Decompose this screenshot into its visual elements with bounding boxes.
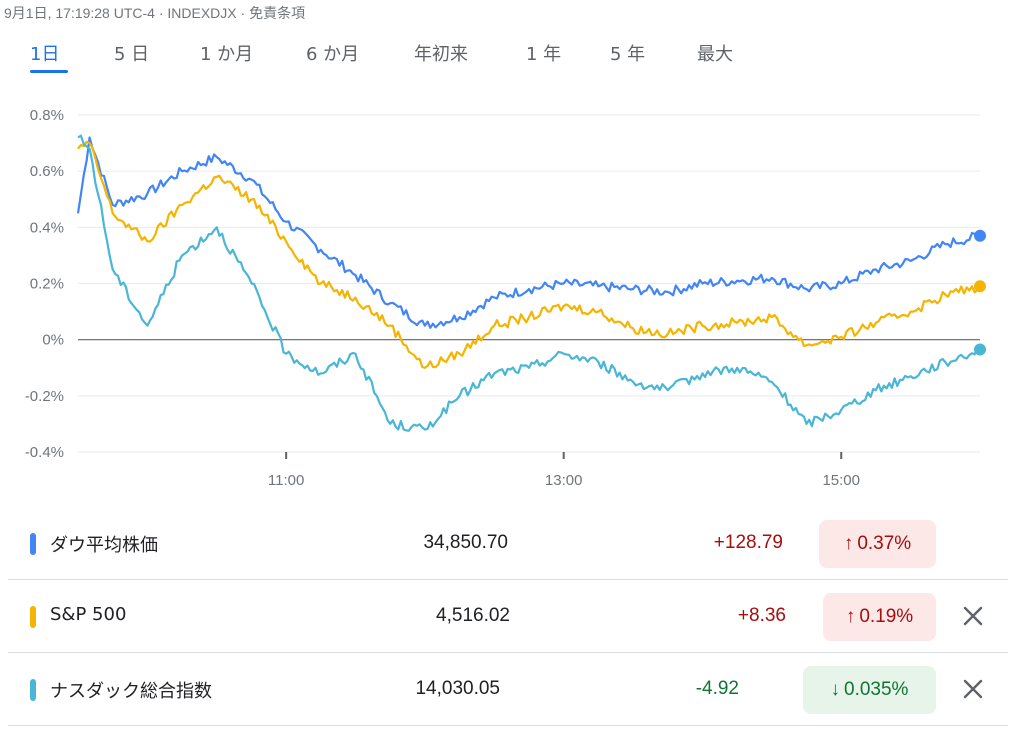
series-end-point-nasdaq: [974, 343, 986, 356]
chart-header-info: 9月1日, 17:19:28 UTC-4 · INDEXDJX · 免責条項: [4, 5, 306, 21]
series-line-dow-jones: [76, 136, 981, 329]
close-icon[interactable]: [958, 674, 988, 704]
tab-1-year[interactable]: 1 年: [526, 44, 562, 65]
index-name: ダウ平均株価: [50, 535, 158, 556]
row-divider: [8, 579, 1008, 580]
row-divider: [8, 725, 1008, 726]
index-row-dow-jones[interactable]: ダウ平均株価 34,850.70 +128.79 ↑ 0.37%: [8, 508, 1008, 580]
series-line-nasdaq: [77, 134, 981, 432]
index-change: +128.79: [713, 532, 783, 553]
tab-max[interactable]: 最大: [697, 44, 733, 65]
tab-year-to-date[interactable]: 年初来: [414, 44, 468, 65]
index-name: ナスダック総合指数: [50, 681, 212, 702]
percent-change-value: 0.035%: [844, 679, 909, 700]
index-name: S&P 500: [50, 604, 127, 625]
tab-1-month[interactable]: 1 か月: [200, 44, 254, 65]
index-row-nasdaq[interactable]: ナスダック総合指数 14,030.05 -4.92 ↓ 0.035%: [8, 654, 1008, 726]
series-end-point-sp500: [974, 280, 986, 293]
y-tick-label: 0.6%: [30, 163, 64, 180]
percent-change-badge: ↑ 0.37%: [819, 520, 936, 568]
y-tick-label: -0.4%: [25, 444, 64, 461]
series-end-point-dow-jones: [974, 229, 986, 242]
arrow-down-icon: ↓: [830, 679, 841, 700]
series-color-swatch: [30, 533, 36, 555]
index-line-chart: 0.8% 0.6% 0.4% 0.2% 0% -0.2% -0.4% 11:00 13:00 1…: [25, 107, 986, 489]
percent-change-badge: ↓ 0.035%: [803, 666, 936, 714]
y-tick-label: 0.8%: [30, 107, 64, 124]
close-icon[interactable]: [958, 601, 988, 631]
series-line-sp500: [77, 140, 981, 369]
x-tick-label: 13:00: [545, 472, 583, 489]
series-color-swatch: [30, 606, 36, 628]
x-tick-label: 15:00: [822, 472, 860, 489]
active-tab-indicator: [30, 70, 68, 73]
percent-change-badge: ↑ 0.19%: [823, 593, 936, 641]
index-change: -4.92: [695, 678, 739, 699]
row-divider: [8, 652, 1008, 653]
index-price: 14,030.05: [415, 678, 500, 699]
percent-change-value: 0.19%: [859, 606, 914, 627]
series-color-swatch: [30, 679, 36, 701]
tab-5-years[interactable]: 5 年: [610, 44, 646, 65]
index-price: 34,850.70: [423, 532, 508, 553]
y-tick-label: 0.4%: [30, 219, 64, 236]
index-row-sp500[interactable]: S&P 500 4,516.02 +8.36 ↑ 0.19%: [8, 581, 1008, 653]
tab-5-days[interactable]: 5 日: [114, 44, 150, 65]
tab-1-day[interactable]: 1日: [30, 44, 60, 65]
arrow-up-icon: ↑: [843, 533, 854, 554]
x-tick-label: 11:00: [268, 472, 304, 489]
y-tick-label: 0.2%: [30, 276, 64, 293]
index-change: +8.36: [737, 605, 786, 626]
index-price: 4,516.02: [436, 605, 510, 626]
percent-change-value: 0.37%: [857, 533, 912, 554]
y-tick-label: -0.2%: [25, 388, 64, 405]
tab-6-months[interactable]: 6 か月: [306, 44, 360, 65]
y-tick-label: 0%: [42, 332, 64, 349]
arrow-up-icon: ↑: [845, 606, 856, 627]
